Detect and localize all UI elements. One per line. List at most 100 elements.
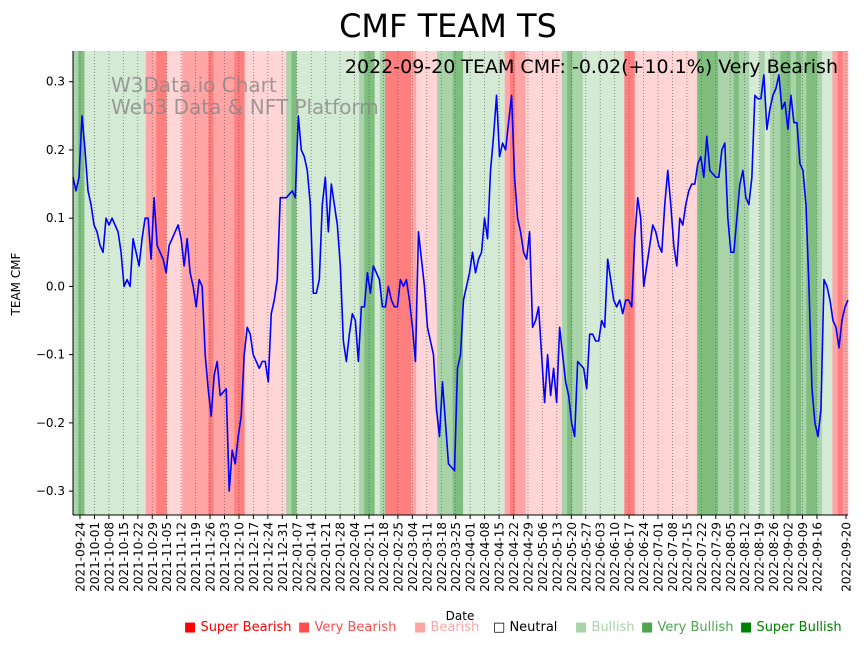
watermark-line-1: W3Data.io Chart — [111, 73, 277, 97]
legend-label: Very Bullish — [657, 620, 734, 635]
regime-region — [806, 51, 818, 515]
regime-region — [374, 51, 381, 515]
x-tick-label: 2022-03-04 — [406, 522, 420, 592]
x-tick-label: 2021-10-29 — [146, 522, 160, 592]
x-tick-label: 2022-04-15 — [493, 522, 507, 592]
regime-region — [842, 51, 849, 515]
regime-region — [561, 51, 568, 515]
x-tick-label: 2021-09-24 — [74, 522, 88, 592]
regime-region — [166, 51, 183, 515]
regime-regions — [73, 51, 849, 515]
x-tick-label: 2022-06-17 — [623, 522, 637, 592]
regime-region — [291, 51, 297, 515]
x-tick-label: 2022-03-18 — [435, 522, 449, 592]
x-tick-label: 2022-01-21 — [319, 522, 333, 592]
x-tick-label: 2022-09-16 — [810, 522, 824, 592]
x-tick-label: 2022-06-10 — [608, 522, 622, 592]
x-tick-label: 2022-03-25 — [449, 522, 463, 592]
regime-region — [515, 51, 526, 515]
x-tick-label: 2022-05-06 — [536, 522, 550, 592]
x-tick-label: 2022-04-08 — [478, 522, 492, 592]
regime-region — [801, 51, 807, 515]
x-tick-label: 2022-09-09 — [796, 522, 810, 592]
regime-region — [504, 51, 511, 515]
x-tick-label: 2022-04-01 — [464, 522, 478, 592]
x-tick-label: 2022-08-19 — [753, 522, 767, 592]
regime-region — [452, 51, 464, 515]
x-axis-label: Date — [446, 609, 475, 623]
regime-region — [764, 51, 771, 515]
x-tick-label: 2021-12-10 — [232, 522, 246, 592]
x-tick-label: 2022-08-26 — [767, 522, 781, 592]
regime-region — [821, 51, 833, 515]
regime-region — [795, 51, 802, 515]
legend-item-very-bearish: ■ Very Bearish — [298, 620, 396, 635]
x-tick-label: 2021-10-22 — [131, 522, 145, 592]
regime-region — [759, 51, 766, 515]
regime-region — [582, 51, 625, 515]
y-tick-label: 0.1 — [46, 211, 65, 225]
legend-label: Bullish — [591, 620, 635, 635]
x-tick-label: 2022-05-13 — [550, 522, 564, 592]
legend-marker: ■ — [184, 620, 197, 635]
y-tick-label: −0.1 — [36, 348, 65, 362]
x-tick-label: 2021-11-19 — [189, 522, 203, 592]
x-tick-label: 2022-02-11 — [363, 522, 377, 592]
regime-region — [816, 51, 823, 515]
regime-region — [697, 51, 719, 515]
regime-region — [359, 51, 365, 515]
regime-region — [296, 51, 360, 515]
y-tick-label: −0.3 — [36, 484, 65, 498]
x-tick-label: 2022-02-25 — [391, 522, 405, 592]
x-tick-label: 2021-10-08 — [102, 522, 116, 592]
regime-region — [572, 51, 584, 515]
legend-label: Neutral — [509, 620, 558, 635]
x-tick-label: 2022-08-12 — [738, 522, 752, 592]
x-tick-label: 2022-07-29 — [709, 522, 723, 592]
chart-title: CMF TEAM TS — [339, 7, 557, 45]
regime-region — [769, 51, 781, 515]
x-tick-label: 2022-04-29 — [521, 522, 535, 592]
x-tick-label: 2022-07-08 — [666, 522, 680, 592]
legend-marker: □ — [493, 620, 506, 635]
x-tick-label: 2021-11-26 — [204, 522, 218, 592]
regime-region — [624, 51, 636, 515]
x-tick-label: 2022-03-11 — [420, 522, 434, 592]
x-tick-label: 2021-12-24 — [261, 522, 275, 592]
series-layer — [72, 74, 849, 492]
x-tick-label: 2022-07-22 — [695, 522, 709, 592]
x-tick-label: 2021-10-15 — [117, 522, 131, 592]
legend-label: Super Bullish — [756, 620, 842, 635]
watermark: W3Data.io Chart Web3 Data & NFT Platform — [111, 73, 379, 119]
legend-marker: ■ — [414, 620, 427, 635]
x-tick-label: 2021-11-12 — [175, 522, 189, 592]
x-tick-label: 2022-01-28 — [334, 522, 348, 592]
legend-label: Bearish — [430, 620, 480, 635]
x-tick-label: 2022-01-07 — [290, 522, 304, 592]
x-tick-label: 2022-01-14 — [305, 522, 319, 592]
regime-region — [208, 51, 214, 515]
regime-region — [84, 51, 147, 515]
regime-region — [379, 51, 386, 515]
x-tick-label: 2021-12-31 — [276, 522, 290, 592]
x-tick-label: 2022-06-03 — [594, 522, 608, 592]
regime-region — [717, 51, 734, 515]
regime-region — [156, 51, 167, 515]
cmf-series-line — [72, 74, 849, 492]
regime-region — [832, 51, 838, 515]
y-tick-label: 0.3 — [46, 75, 65, 89]
y-tick-label: 0.0 — [46, 279, 65, 293]
legend-marker: ■ — [298, 620, 311, 635]
regime-region — [411, 51, 417, 515]
x-tick-label: 2022-07-15 — [680, 522, 694, 592]
y-tick-label: −0.2 — [36, 416, 65, 430]
x-tick-label: 2022-05-27 — [579, 522, 593, 592]
regime-region — [749, 51, 760, 515]
y-axis-label: TEAM CMF — [9, 252, 23, 316]
x-tick-label: 2022-05-20 — [565, 522, 579, 592]
regime-region — [145, 51, 157, 515]
legend-label: Super Bearish — [200, 620, 292, 635]
regime-region — [780, 51, 792, 515]
regime-region — [73, 51, 79, 515]
